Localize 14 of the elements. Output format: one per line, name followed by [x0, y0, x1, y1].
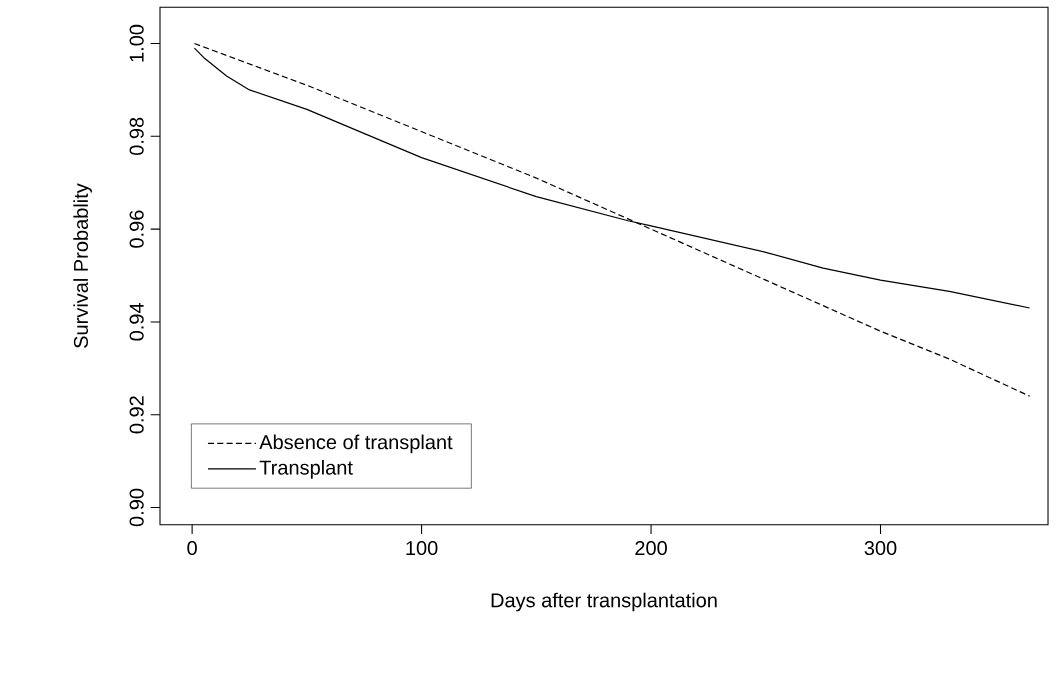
- y-tick-label: 0.94: [129, 303, 144, 341]
- x-axis-title: Days after transplantation: [491, 592, 717, 612]
- y-tick-label: 0.96: [129, 210, 144, 248]
- y-axis-title: Survival Probablity: [73, 183, 92, 349]
- y-tick-label: 0.98: [129, 117, 144, 156]
- y-tick-label: 0.90: [129, 488, 144, 527]
- x-tick-label: 0: [187, 541, 197, 556]
- x-tick-label: 200: [635, 541, 667, 556]
- legend-label: Transplant: [259, 460, 353, 479]
- legend-label: Absence of transplant: [259, 434, 453, 454]
- y-tick-label: 0.92: [129, 396, 144, 434]
- y-tick-label: 1.00: [129, 25, 144, 62]
- x-tick-label: 300: [864, 541, 897, 556]
- x-tick-label: 100: [406, 541, 438, 556]
